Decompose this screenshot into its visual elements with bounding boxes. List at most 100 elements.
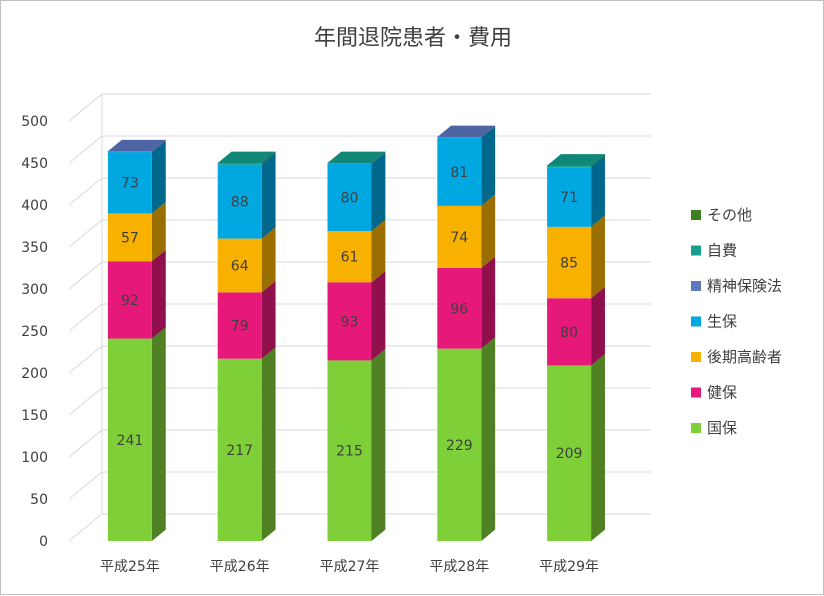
gridline-diagonal	[68, 93, 103, 122]
data-label: 93	[341, 314, 359, 330]
legend-label: 生保	[707, 313, 737, 331]
bar-side	[481, 337, 496, 541]
bar-segment	[437, 136, 482, 138]
legend-swatch	[691, 423, 701, 433]
y-tick-label: 400	[21, 198, 48, 214]
bar-segment	[437, 205, 482, 268]
data-label: 229	[446, 438, 473, 454]
bar-side	[151, 140, 166, 214]
gridline-diagonal	[68, 303, 103, 332]
bar-side	[371, 219, 386, 283]
legend-label: 精神保険法	[707, 277, 782, 295]
bar-top	[437, 125, 496, 137]
bar-segment	[547, 226, 592, 299]
data-label: 73	[121, 176, 139, 192]
x-tick-label: 平成27年	[320, 559, 380, 575]
gridline-diagonal	[68, 135, 103, 164]
data-label: 241	[117, 433, 144, 449]
y-tick-label: 250	[21, 324, 48, 340]
bar-segment	[437, 137, 482, 206]
data-label: 217	[226, 443, 253, 459]
bar-segment	[547, 167, 592, 227]
legend-swatch	[691, 281, 701, 291]
bar-segment	[217, 358, 262, 541]
data-label: 80	[341, 190, 359, 206]
data-label: 79	[231, 319, 249, 335]
bar-side	[591, 354, 605, 541]
y-tick-label: 300	[21, 282, 48, 298]
bar-segment	[327, 163, 372, 232]
bar-top	[107, 139, 166, 152]
bar-segment	[107, 213, 152, 262]
bar-segment	[107, 338, 152, 541]
data-label: 96	[450, 301, 468, 317]
legend-swatch	[691, 387, 701, 398]
bar-segment	[547, 165, 592, 168]
bar-side	[261, 153, 276, 239]
bar-segment	[217, 292, 262, 359]
labels-layer: 241 92 57 73 217 79 64 88 215 93 61 80 229 96 74 81 209 8…	[117, 165, 583, 462]
bar-segment	[107, 152, 152, 214]
gridline-diagonal	[68, 387, 103, 416]
data-label: 61	[341, 250, 359, 266]
bar-segment	[547, 365, 592, 541]
bar-side	[151, 202, 166, 262]
legend-swatch	[691, 210, 701, 220]
data-label: 85	[560, 256, 578, 272]
legend-swatch	[691, 245, 701, 256]
bar-segment	[327, 163, 372, 164]
data-label: 71	[560, 190, 578, 206]
bar-side	[371, 152, 386, 232]
data-label: 215	[336, 444, 363, 460]
bar-segment	[327, 360, 372, 541]
bar-side	[591, 154, 605, 168]
x-tick-label: 平成28年	[429, 559, 489, 575]
bar-segment	[327, 231, 372, 283]
bar-side	[591, 155, 605, 227]
legend-label: 後期高齢者	[707, 348, 782, 366]
bar-top	[547, 154, 605, 166]
x-tick-label: 平成26年	[210, 559, 270, 575]
bar-side	[151, 327, 166, 541]
bar-side	[481, 256, 496, 349]
bar-side	[151, 139, 166, 153]
x-tick-label: 平成29年	[539, 559, 599, 575]
gridline-diagonal	[68, 471, 103, 500]
data-label: 57	[121, 230, 139, 246]
bar-side	[151, 249, 166, 339]
bar-side	[591, 215, 605, 299]
bar-segment	[327, 282, 372, 361]
gridline-diagonal	[68, 513, 103, 542]
y-tick-label: 150	[21, 408, 48, 424]
bar-top	[217, 151, 276, 163]
gridline-diagonal	[68, 177, 103, 206]
y-tick-label: 200	[21, 366, 48, 382]
data-label: 74	[450, 230, 468, 246]
data-label: 81	[450, 165, 468, 181]
bars-layer	[107, 125, 605, 541]
legend-label: 自費	[707, 242, 737, 260]
y-tick-label: 500	[21, 114, 48, 130]
bar-segment	[217, 238, 262, 293]
bar-segment	[217, 164, 262, 239]
bar-side	[481, 194, 496, 268]
y-tick-label: 0	[39, 534, 48, 550]
bar-side	[371, 151, 386, 164]
bar-segment	[107, 261, 152, 339]
legend-swatch	[691, 316, 701, 327]
bar-segment	[107, 151, 152, 153]
bar-side	[371, 270, 386, 361]
data-label: 88	[231, 195, 249, 211]
legend-label: 国保	[707, 419, 737, 437]
data-label: 92	[121, 293, 139, 309]
legend-swatch	[691, 352, 701, 362]
data-label: 209	[556, 446, 583, 462]
bar-segment	[437, 268, 482, 349]
bar-segment	[437, 348, 482, 541]
data-label: 80	[560, 325, 578, 341]
bar-side	[261, 227, 276, 293]
legend-label: 健保	[707, 384, 737, 402]
gridline-diagonal	[68, 429, 103, 458]
